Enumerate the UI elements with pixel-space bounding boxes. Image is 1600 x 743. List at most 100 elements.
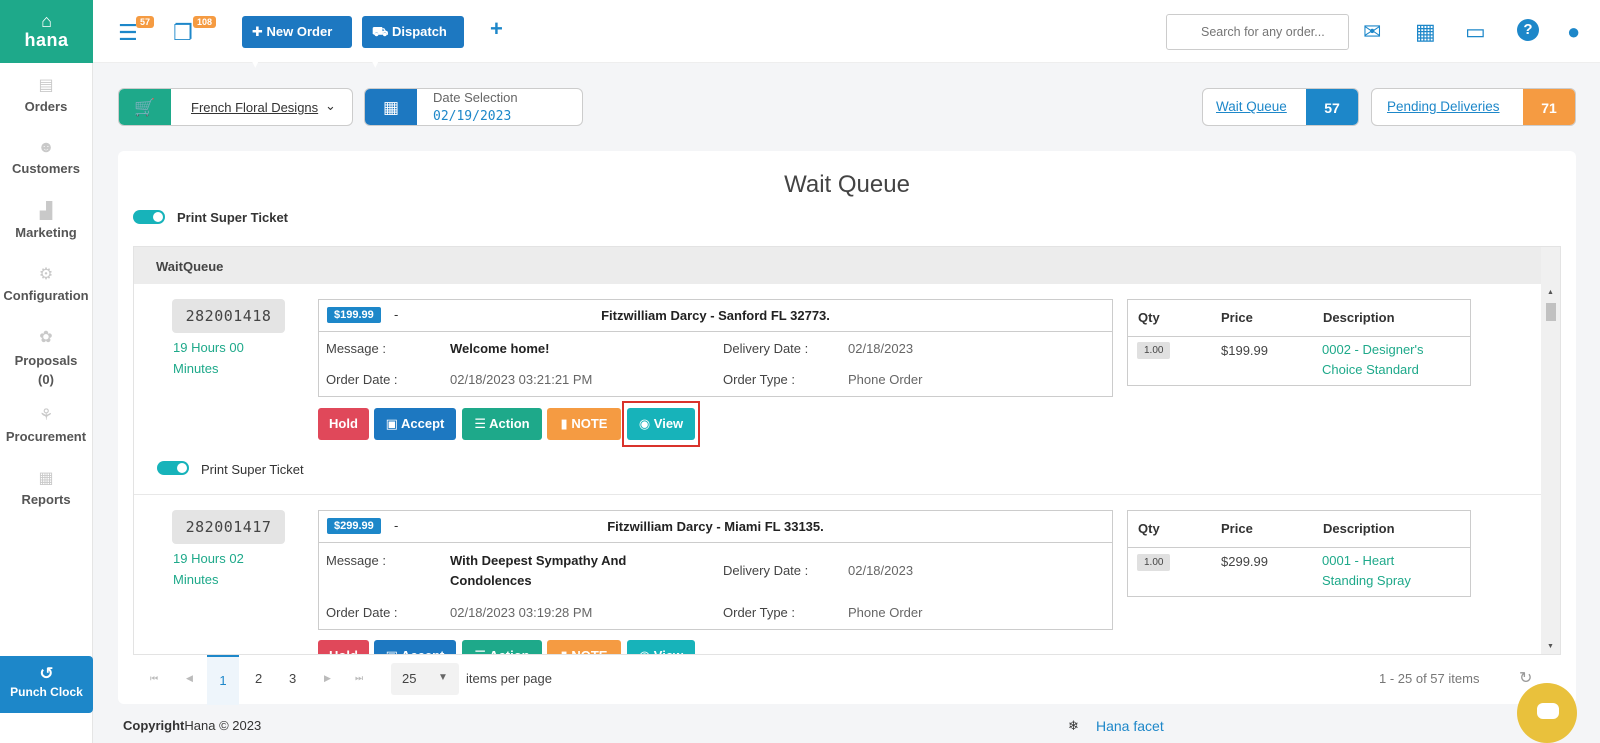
- accept-button[interactable]: ▣ Accept: [374, 408, 456, 440]
- sidebar-item-orders[interactable]: ▤ Orders: [0, 77, 92, 114]
- dispatch-button[interactable]: ⛟ Dispatch ▾: [362, 16, 464, 71]
- sidebar-item-label: Proposals: [14, 353, 78, 368]
- price-dash: -: [394, 518, 399, 533]
- wait-queue-link[interactable]: Wait Queue: [1216, 99, 1287, 114]
- qty-badge: 1.00: [1137, 554, 1171, 571]
- view-button[interactable]: ◉ View: [627, 640, 695, 654]
- order-id: 282001418: [172, 299, 285, 333]
- item-description[interactable]: 0002 - Designer's Choice Standard: [1322, 340, 1423, 380]
- sidebar-item-label: Configuration: [3, 288, 89, 303]
- page-size-value: 25: [402, 671, 417, 686]
- truck-icon: ⛟: [372, 24, 392, 39]
- note-icon: ▮: [560, 416, 572, 431]
- copy-icon[interactable]: ❐: [173, 20, 193, 45]
- prev-page-icon[interactable]: ◀: [186, 673, 193, 683]
- page-3-button[interactable]: 3: [289, 671, 297, 686]
- queue-stack-icon[interactable]: ☰: [118, 20, 138, 45]
- price-tag: $199.99: [327, 307, 381, 323]
- sidebar-item-configuration[interactable]: ⚙ Configuration: [0, 266, 92, 303]
- last-page-icon[interactable]: ⏭: [355, 673, 364, 683]
- order-type-value: Phone Order: [848, 605, 923, 620]
- monitor-icon[interactable]: ▭: [1465, 19, 1486, 44]
- recipient: Fitzwilliam Darcy - Sanford FL 32773.: [601, 308, 830, 323]
- calendar-icon[interactable]: ▦: [1415, 19, 1436, 44]
- view-button[interactable]: ◉ View: [627, 408, 695, 440]
- item-description-line-2: Choice Standard: [1322, 362, 1419, 377]
- user-icon[interactable]: ●: [1567, 19, 1581, 44]
- message-label: Message :: [326, 553, 386, 568]
- date-selector[interactable]: ▦ Date Selection 02/19/2023: [364, 88, 583, 126]
- list-icon: ☰: [474, 648, 489, 654]
- save-icon: ▣: [386, 648, 401, 654]
- grid-header: WaitQueue: [134, 247, 1542, 284]
- price-header: Price: [1221, 310, 1253, 325]
- view-label: View: [654, 648, 683, 654]
- elapsed-time: 19 Hours 00 Minutes: [173, 337, 244, 379]
- qty-badge: 1.00: [1137, 342, 1171, 359]
- wait-queue-chip[interactable]: Wait Queue 57: [1202, 88, 1359, 126]
- scrollbar-thumb[interactable]: [1546, 303, 1556, 321]
- scroll-down-icon[interactable]: ▼: [1547, 643, 1554, 650]
- note-button[interactable]: ▮ NOTE: [547, 640, 621, 654]
- page-title: Wait Queue: [784, 171, 910, 198]
- order-type-value: Phone Order: [848, 372, 923, 387]
- page-2-button[interactable]: 2: [255, 671, 263, 686]
- vertical-scrollbar[interactable]: ▲ ▼: [1541, 247, 1560, 657]
- caret-down-icon: ▾: [372, 56, 379, 71]
- print-super-ticket-toggle[interactable]: [133, 210, 165, 224]
- store-selector[interactable]: 🛒 French Floral Designs ⌄: [118, 88, 353, 126]
- item-description-line-1: 0001 - Heart: [1322, 553, 1395, 568]
- description-header: Description: [1323, 310, 1395, 325]
- next-page-icon[interactable]: ▶: [324, 673, 331, 683]
- order-type-label: Order Type :: [723, 605, 796, 620]
- help-icon[interactable]: ?: [1517, 19, 1539, 41]
- copy-badge: 108: [193, 16, 217, 28]
- mail-icon[interactable]: ✉: [1363, 19, 1382, 44]
- accept-label: Accept: [401, 648, 444, 654]
- sidebar-item-marketing[interactable]: ▟ Marketing: [0, 203, 92, 240]
- pending-deliveries-count: 71: [1523, 89, 1575, 125]
- price-dash: -: [394, 307, 399, 322]
- add-tab-icon[interactable]: +: [490, 16, 503, 41]
- hold-button[interactable]: Hold: [318, 408, 369, 440]
- price-header: Price: [1221, 521, 1253, 536]
- note-label: NOTE: [571, 416, 608, 431]
- item-description-line-1: 0002 - Designer's: [1322, 342, 1424, 357]
- pending-deliveries-link[interactable]: Pending Deliveries: [1387, 99, 1500, 114]
- note-icon: ▮: [561, 648, 572, 654]
- queue-badge: 57: [136, 16, 155, 28]
- home-logo[interactable]: ⌂ hana: [0, 0, 93, 63]
- order-date-value: 02/18/2023 03:19:28 PM: [450, 605, 593, 620]
- order-actions-clipped: Hold ▣ Accept ☰ Action ▮ NOTE ◉ View: [318, 640, 708, 654]
- first-page-icon[interactable]: ⏮: [150, 673, 159, 683]
- calendar-icon: ▦: [365, 89, 417, 125]
- sidebar-item-label: Orders: [24, 99, 68, 114]
- page-1-button[interactable]: 1: [207, 655, 239, 705]
- marketing-icon: ▟: [39, 203, 53, 220]
- sidebar-item-reports[interactable]: ▦ Reports: [0, 470, 92, 507]
- sidebar-item-procurement[interactable]: ⚘ Procurement: [0, 407, 92, 444]
- action-button[interactable]: ☰ Action: [462, 640, 542, 654]
- hold-button[interactable]: Hold: [318, 640, 369, 654]
- dispatch-label: Dispatch: [391, 24, 447, 39]
- order-items-table: Qty Price Description 1.00 $199.99 0002 …: [1127, 299, 1471, 386]
- refresh-icon[interactable]: ↻: [1519, 670, 1533, 687]
- note-label: NOTE: [571, 648, 607, 654]
- punch-clock-button[interactable]: ↺ Punch Clock: [0, 656, 93, 713]
- note-button[interactable]: ▮ NOTE: [547, 408, 621, 440]
- pending-deliveries-chip[interactable]: Pending Deliveries 71: [1371, 88, 1576, 126]
- action-label: Action: [489, 648, 529, 654]
- search-input[interactable]: [1166, 14, 1349, 50]
- action-button[interactable]: ☰ Action: [462, 408, 542, 440]
- scroll-up-icon[interactable]: ▲: [1547, 289, 1554, 296]
- chat-widget-button[interactable]: [1517, 683, 1577, 743]
- item-description[interactable]: 0001 - Heart Standing Spray: [1322, 551, 1411, 591]
- hana-facet-link[interactable]: Hana facet: [1096, 718, 1164, 734]
- table-divider: [1128, 547, 1470, 548]
- sidebar-item-proposals[interactable]: ✿ Proposals (0): [0, 329, 92, 389]
- new-order-button[interactable]: ✚ New Order ▾: [242, 16, 352, 71]
- accept-button[interactable]: ▣ Accept: [374, 640, 456, 654]
- sidebar-item-customers[interactable]: ☻ Customers: [0, 139, 92, 176]
- order-print-super-ticket-toggle[interactable]: [157, 461, 189, 475]
- page-size-select[interactable]: 25 ▼: [391, 663, 459, 695]
